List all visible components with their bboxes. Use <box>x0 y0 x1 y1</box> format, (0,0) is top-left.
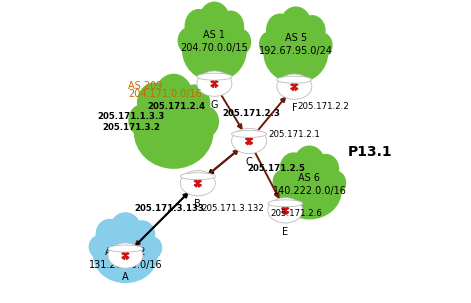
Ellipse shape <box>183 20 246 81</box>
Ellipse shape <box>232 128 267 154</box>
Ellipse shape <box>267 14 293 46</box>
Ellipse shape <box>264 24 327 83</box>
Ellipse shape <box>260 32 280 56</box>
Ellipse shape <box>313 155 339 184</box>
Ellipse shape <box>138 83 171 122</box>
Ellipse shape <box>268 200 303 207</box>
Ellipse shape <box>193 107 219 137</box>
Ellipse shape <box>185 10 212 43</box>
Ellipse shape <box>179 28 199 53</box>
Text: 205.171.3.2: 205.171.3.2 <box>102 124 160 132</box>
Text: 205.171.2.5: 205.171.2.5 <box>248 164 305 173</box>
Ellipse shape <box>110 213 141 246</box>
Ellipse shape <box>108 245 143 252</box>
Text: B: B <box>195 199 201 209</box>
Text: F: F <box>292 103 297 113</box>
Ellipse shape <box>218 11 244 43</box>
Ellipse shape <box>277 76 312 83</box>
Text: 204.171.0.0/16: 204.171.0.0/16 <box>129 88 202 98</box>
Ellipse shape <box>278 163 341 219</box>
Ellipse shape <box>180 171 215 196</box>
Ellipse shape <box>141 237 162 259</box>
Ellipse shape <box>268 198 303 223</box>
Text: AS 6
140.222.0.0/16: AS 6 140.222.0.0/16 <box>272 173 346 196</box>
Text: A: A <box>122 272 129 282</box>
Ellipse shape <box>273 170 293 193</box>
Text: 205.171.2.6: 205.171.2.6 <box>270 209 322 218</box>
Ellipse shape <box>129 105 154 135</box>
Ellipse shape <box>294 146 325 181</box>
Ellipse shape <box>230 29 251 54</box>
Ellipse shape <box>232 131 267 138</box>
Text: 205.171.2.4: 205.171.2.4 <box>147 102 205 112</box>
Text: 205.171.2.1: 205.171.2.1 <box>268 130 321 139</box>
Ellipse shape <box>129 221 154 249</box>
Ellipse shape <box>96 219 123 249</box>
Ellipse shape <box>108 243 143 268</box>
Ellipse shape <box>197 73 232 80</box>
Text: G: G <box>211 100 218 110</box>
Text: 205.171.2.2: 205.171.2.2 <box>297 102 349 111</box>
Text: E: E <box>282 227 288 237</box>
Text: 205.171.2.3: 205.171.2.3 <box>223 109 281 118</box>
Ellipse shape <box>179 85 210 122</box>
Text: AS 6112
131.204.0.0/16: AS 6112 131.204.0.0/16 <box>89 247 162 270</box>
Ellipse shape <box>89 236 110 258</box>
Ellipse shape <box>280 153 307 184</box>
Ellipse shape <box>199 2 229 40</box>
Ellipse shape <box>94 229 157 282</box>
Ellipse shape <box>277 74 312 99</box>
Text: C: C <box>246 157 252 167</box>
Text: AS 1
204.70.0.0/15: AS 1 204.70.0.0/15 <box>180 30 248 53</box>
Ellipse shape <box>180 173 215 180</box>
Ellipse shape <box>300 16 325 46</box>
Text: 205.171.3.133: 205.171.3.133 <box>134 204 204 213</box>
Ellipse shape <box>197 71 232 96</box>
Ellipse shape <box>281 7 311 43</box>
Ellipse shape <box>134 96 213 168</box>
Text: AS 5
192.67.95.0/24: AS 5 192.67.95.0/24 <box>259 33 333 56</box>
Text: 205.171.1.3.3: 205.171.1.3.3 <box>97 112 165 121</box>
Ellipse shape <box>155 75 193 119</box>
Text: P13.1: P13.1 <box>348 145 392 158</box>
Ellipse shape <box>312 33 332 57</box>
Text: 205.171.3.132: 205.171.3.132 <box>202 204 265 213</box>
Ellipse shape <box>325 171 346 194</box>
Text: AS 209: AS 209 <box>129 81 163 91</box>
